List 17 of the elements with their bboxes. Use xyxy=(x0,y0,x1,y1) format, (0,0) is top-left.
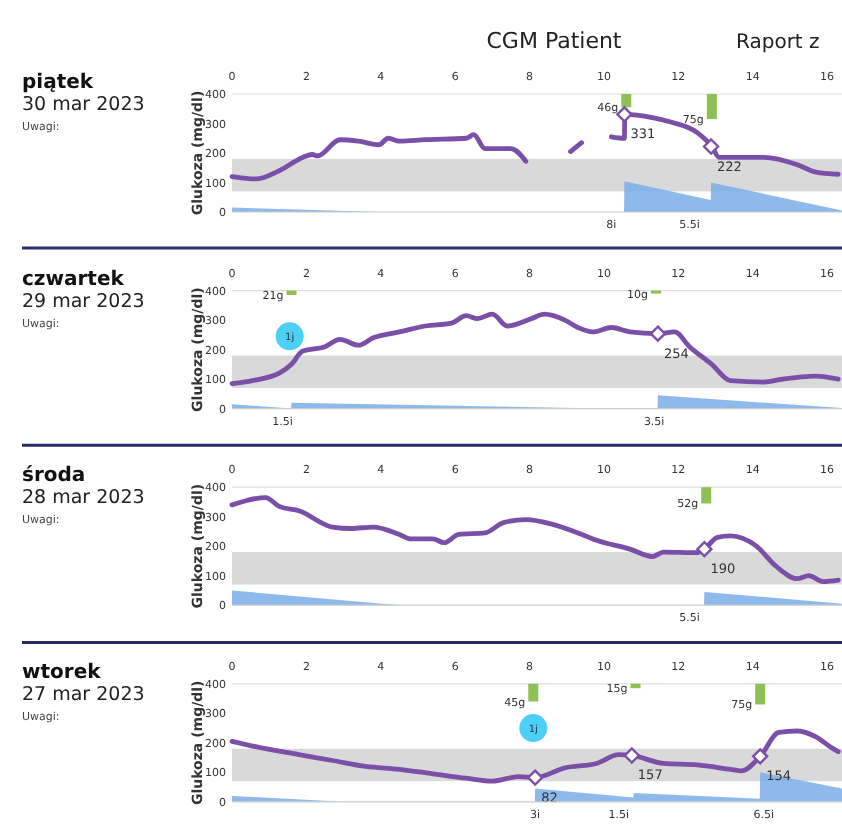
point xyxy=(623,747,641,764)
text: środa xyxy=(22,463,86,488)
chart-subtitle: 30 mar 2023 xyxy=(22,94,145,116)
text: piątek xyxy=(22,72,94,94)
chart-subtitle: 27 mar 2023 xyxy=(22,683,145,706)
text: CGM Patient xyxy=(486,28,623,54)
point xyxy=(519,714,548,743)
text: wtorek xyxy=(22,661,102,684)
chart-subtitle: 28 mar 2023 xyxy=(22,487,145,510)
line-series xyxy=(229,728,841,784)
text: Raport z xyxy=(736,32,820,54)
chart-subtitle: 29 mar 2023 xyxy=(22,290,145,313)
line-series xyxy=(229,495,841,584)
point xyxy=(751,748,769,765)
point xyxy=(526,769,544,786)
line-series xyxy=(229,311,841,386)
chart-title: czwartek xyxy=(22,268,125,291)
